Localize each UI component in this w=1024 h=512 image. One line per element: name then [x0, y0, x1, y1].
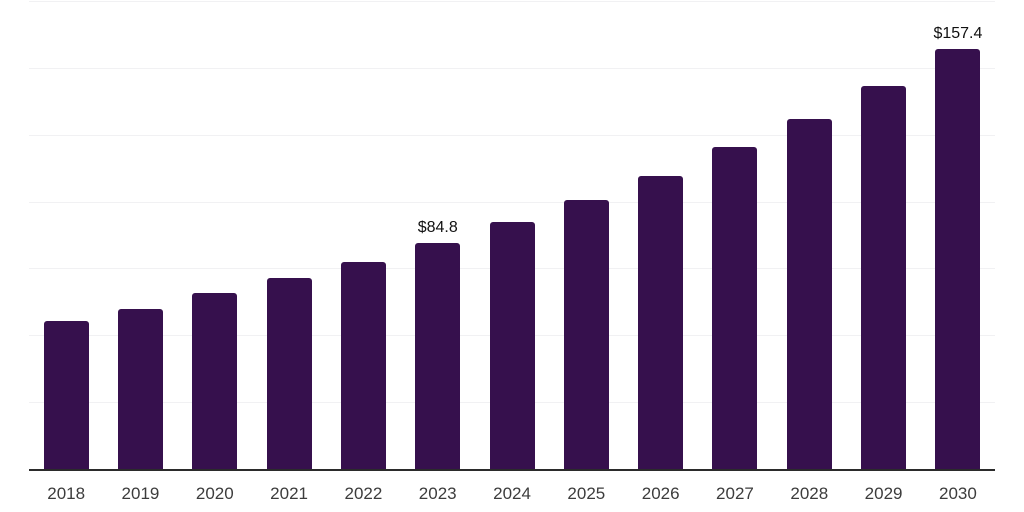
gridline-150 [29, 67, 995, 69]
bar-2027 [712, 147, 758, 470]
x-tick-label-2021: 2021 [270, 484, 308, 503]
bar-2018 [43, 321, 89, 470]
bar-2024 [489, 222, 535, 470]
x-tick-label-2023: 2023 [418, 484, 457, 503]
bar-2021 [266, 278, 312, 470]
x-tick-label-2020: 2020 [195, 484, 234, 503]
bar-2023 [415, 243, 461, 470]
bar-slot-2029 [846, 2, 920, 470]
gridline-100 [29, 201, 995, 203]
bar-2030 [935, 49, 981, 470]
value-label-2023: $84.8 [417, 219, 458, 237]
x-tick-label-2019: 2019 [121, 484, 160, 503]
bar-2019 [117, 309, 163, 470]
x-tick-label-2026: 2026 [641, 484, 680, 503]
bar-2029 [861, 85, 907, 470]
gridline-125 [29, 134, 995, 136]
bar-2020 [192, 293, 238, 470]
bar-2022 [340, 262, 386, 470]
bar-slot-2026 [624, 2, 698, 470]
bar-slot-2024 [475, 2, 549, 470]
bar-slot-2022 [326, 2, 400, 470]
bar-2026 [638, 175, 684, 470]
plot-area: $84.8 $157.4 [29, 1, 995, 471]
bar-slot-2023: $84.8 [401, 2, 475, 470]
bar-slot-2019 [103, 2, 177, 470]
x-tick-label-2025: 2025 [567, 484, 606, 503]
x-tick-label-2018: 2018 [47, 484, 86, 503]
bar-slot-2020 [178, 2, 252, 470]
bars-row: $84.8 $157.4 [29, 2, 995, 470]
x-tick-label-2028: 2028 [790, 484, 829, 503]
x-tick-label-2024: 2024 [493, 484, 531, 503]
x-axis-line [29, 469, 995, 471]
x-axis-tick-labels: 2018 2019 2020 2021 2022 2023 2024 2025 2026 2027… [29, 484, 995, 504]
bar-slot-2018 [29, 2, 103, 470]
bar-slot-2021 [252, 2, 326, 470]
x-tick-label-2029: 2029 [864, 484, 903, 503]
gridline-175 [29, 1, 995, 2]
bar-2025 [563, 200, 609, 470]
bar-2028 [786, 118, 832, 470]
bar-slot-2028 [772, 2, 846, 470]
x-tick-label-2022: 2022 [344, 484, 383, 503]
bar-slot-2030: $157.4 [921, 2, 995, 470]
value-label-2030: $157.4 [933, 25, 983, 43]
bar-slot-2025 [549, 2, 623, 470]
x-tick-label-2027: 2027 [716, 484, 754, 503]
x-tick-label-2030: 2030 [938, 484, 977, 503]
bar-slot-2027 [698, 2, 772, 470]
